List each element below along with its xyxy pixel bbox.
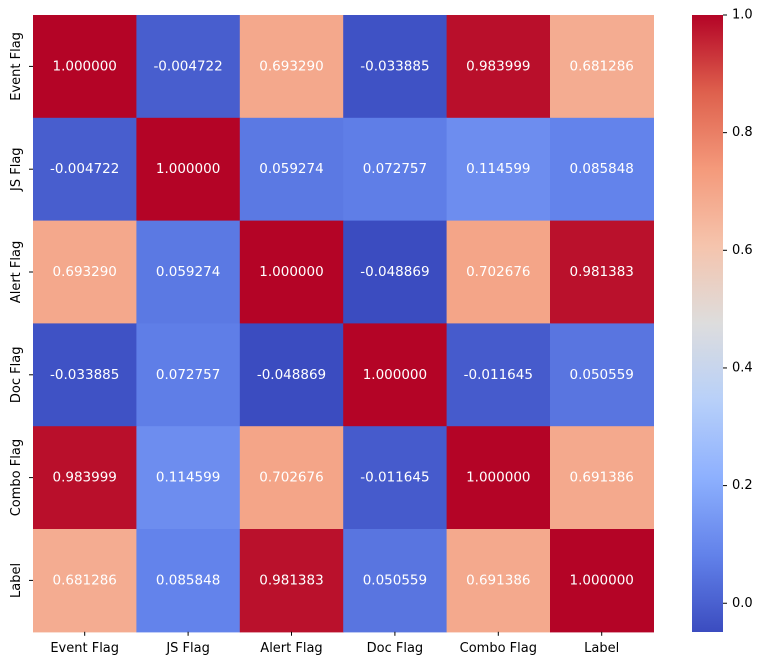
heatmap-cell-r3-c2 — [239, 323, 344, 427]
heatmap-cell-r0-c3 — [343, 15, 448, 119]
cell-annotation-r5-c3: 0.050559 — [363, 572, 427, 588]
cell-annotation-r3-c5: 0.050559 — [569, 367, 633, 383]
cell-annotation-r0-c3: -0.033885 — [360, 58, 429, 74]
x-tick-label: Alert Flag — [260, 641, 322, 656]
heatmap-cell-r5-c5 — [550, 529, 654, 633]
cell-annotation-r2-c1: 0.059274 — [156, 264, 220, 280]
heatmap-cell-r4-c2 — [239, 426, 344, 530]
heatmap-cell-r2-c2 — [239, 220, 344, 324]
x-tick-label: Event Flag — [50, 641, 119, 656]
x-tick-label: JS Flag — [165, 641, 210, 656]
colorbar-gradient — [692, 15, 723, 632]
cell-annotation-r2-c3: -0.048869 — [360, 264, 429, 280]
x-tick-label: Label — [584, 641, 619, 656]
cell-annotation-r5-c0: 0.681286 — [52, 572, 116, 588]
heatmap-cell-r0-c2 — [239, 15, 344, 119]
heatmap-cell-r5-c4 — [446, 529, 551, 633]
heatmap-cell-r4-c3 — [343, 426, 448, 530]
cell-annotations: 1.000000 -0.004722 0.693290 -0.033885 0.9839… — [50, 58, 634, 588]
y-tick-label: Combo Flag — [9, 439, 24, 516]
heatmap-cell-r1-c1 — [136, 117, 241, 222]
x-tick-label: Doc Flag — [367, 641, 424, 656]
colorbar-tick-label: 0.8 — [732, 125, 753, 140]
cell-annotation-r0-c0: 1.000000 — [52, 58, 116, 74]
cell-annotation-r1-c0: -0.004722 — [50, 161, 119, 177]
cell-annotation-r1-c4: 0.114599 — [466, 161, 530, 177]
cell-annotation-r5-c2: 0.981383 — [259, 572, 323, 588]
cell-annotation-r4-c1: 0.114599 — [156, 470, 220, 486]
y-axis: Event Flag JS Flag Alert Flag Doc Flag Combo… — [9, 32, 33, 598]
cell-annotation-r1-c5: 0.085848 — [569, 161, 633, 177]
x-tick-label: Combo Flag — [460, 641, 537, 656]
cell-annotation-r3-c2: -0.048869 — [257, 367, 326, 383]
cell-annotation-r2-c2: 1.000000 — [259, 264, 323, 280]
colorbar-tick-label: 0.6 — [732, 243, 753, 258]
heatmap-cell-r1-c0 — [33, 117, 137, 222]
cell-annotation-r4-c5: 0.691386 — [569, 470, 633, 486]
cell-annotation-r0-c2: 0.693290 — [259, 58, 323, 74]
cell-annotation-r5-c4: 0.691386 — [466, 572, 530, 588]
heatmap-cell-r5-c2 — [239, 529, 344, 633]
heatmap-cell-r2-c4 — [446, 220, 551, 324]
heatmap-cell-r0-c0 — [33, 15, 137, 119]
cell-annotation-r0-c4: 0.983999 — [466, 58, 530, 74]
heatmap-cell-r3-c0 — [33, 323, 137, 427]
heatmap-cell-r4-c5 — [550, 426, 654, 530]
cell-annotation-r3-c1: 0.072757 — [156, 367, 220, 383]
cell-annotation-r3-c0: -0.033885 — [50, 367, 119, 383]
x-axis: Event Flag JS Flag Alert Flag Doc Flag Combo… — [50, 631, 619, 656]
colorbar-tick-label: 1.0 — [732, 8, 753, 23]
cell-annotation-r1-c3: 0.072757 — [363, 161, 427, 177]
y-tick-label: Doc Flag — [9, 347, 24, 404]
heatmap-cell-r4-c1 — [136, 426, 241, 530]
heatmap-cell-r0-c4 — [446, 15, 551, 119]
cell-annotation-r2-c0: 0.693290 — [52, 264, 116, 280]
heatmap-cells — [33, 15, 654, 633]
cell-annotation-r4-c4: 1.000000 — [466, 470, 530, 486]
cell-annotation-r0-c5: 0.681286 — [569, 58, 633, 74]
heatmap-cell-r1-c3 — [343, 117, 448, 222]
colorbar: 0.0 0.2 0.4 0.6 0.8 1.0 — [692, 8, 753, 632]
y-tick-label: Event Flag — [9, 32, 24, 101]
cell-annotation-r3-c3: 1.000000 — [363, 367, 427, 383]
heatmap-cell-r0-c1 — [136, 15, 241, 119]
y-tick-label: Label — [9, 563, 24, 598]
cell-annotation-r2-c4: 0.702676 — [466, 264, 530, 280]
heatmap-cell-r2-c3 — [343, 220, 448, 324]
colorbar-tick-label: 0.4 — [732, 360, 753, 375]
cell-annotation-r1-c2: 0.059274 — [259, 161, 323, 177]
heatmap-cell-r5-c1 — [136, 529, 241, 633]
cell-annotation-r5-c5: 1.000000 — [569, 572, 633, 588]
heatmap-cell-r3-c5 — [550, 323, 654, 427]
cell-annotation-r4-c2: 0.702676 — [259, 470, 323, 486]
y-tick-label: JS Flag — [9, 147, 24, 192]
y-tick-label: Alert Flag — [9, 241, 24, 303]
heatmap-cell-r4-c4 — [446, 426, 551, 530]
heatmap-cell-r2-c1 — [136, 220, 241, 324]
cell-annotation-r4-c3: -0.011645 — [360, 470, 429, 486]
heatmap-cell-r5-c3 — [343, 529, 448, 633]
heatmap-cell-r1-c4 — [446, 117, 551, 222]
heatmap-cell-r5-c0 — [33, 529, 137, 633]
heatmap-cell-r1-c2 — [239, 117, 344, 222]
heatmap-cell-r3-c1 — [136, 323, 241, 427]
heatmap-cell-r1-c5 — [550, 117, 654, 222]
heatmap-cell-r3-c3 — [343, 323, 448, 427]
heatmap-cell-r3-c4 — [446, 323, 551, 427]
heatmap-cell-r2-c0 — [33, 220, 137, 324]
colorbar-tick-label: 0.2 — [732, 478, 753, 493]
cell-annotation-r4-c0: 0.983999 — [52, 470, 116, 486]
heatmap-cell-r2-c5 — [550, 220, 654, 324]
cell-annotation-r0-c1: -0.004722 — [153, 58, 222, 74]
cell-annotation-r3-c4: -0.011645 — [464, 367, 533, 383]
heatmap-cell-r0-c5 — [550, 15, 654, 119]
cell-annotation-r1-c1: 1.000000 — [156, 161, 220, 177]
colorbar-tick-label: 0.0 — [732, 596, 753, 611]
cell-annotation-r2-c5: 0.981383 — [569, 264, 633, 280]
heatmap-cell-r4-c0 — [33, 426, 137, 530]
cell-annotation-r5-c1: 0.085848 — [156, 572, 220, 588]
